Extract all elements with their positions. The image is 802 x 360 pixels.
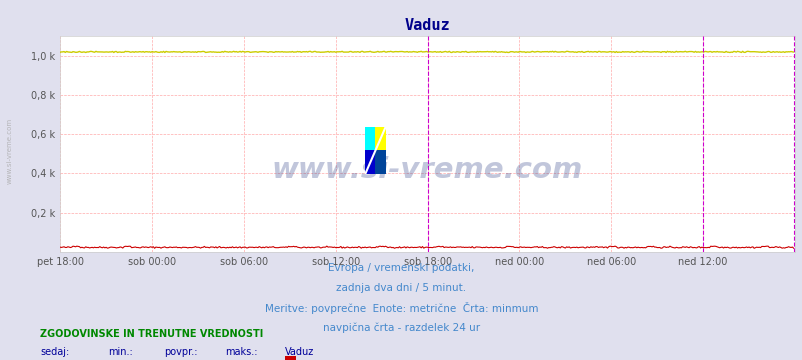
Text: min.:: min.:: [108, 347, 133, 357]
Text: Meritve: povprečne  Enote: metrične  Črta: minmum: Meritve: povprečne Enote: metrične Črta:…: [265, 302, 537, 314]
Text: Vaduz: Vaduz: [285, 347, 314, 357]
Text: www.si-vreme.com: www.si-vreme.com: [272, 156, 582, 184]
Text: povpr.:: povpr.:: [164, 347, 198, 357]
Text: navpična črta - razdelek 24 ur: navpična črta - razdelek 24 ur: [322, 322, 480, 333]
Text: ZGODOVINSKE IN TRENUTNE VREDNOSTI: ZGODOVINSKE IN TRENUTNE VREDNOSTI: [40, 329, 263, 339]
Text: maks.:: maks.:: [225, 347, 257, 357]
Text: Evropa / vremenski podatki,: Evropa / vremenski podatki,: [328, 263, 474, 273]
Title: Vaduz: Vaduz: [404, 18, 450, 33]
Text: www.si-vreme.com: www.si-vreme.com: [6, 118, 13, 184]
Text: sedaj:: sedaj:: [40, 347, 69, 357]
Text: zadnja dva dni / 5 minut.: zadnja dva dni / 5 minut.: [336, 283, 466, 293]
